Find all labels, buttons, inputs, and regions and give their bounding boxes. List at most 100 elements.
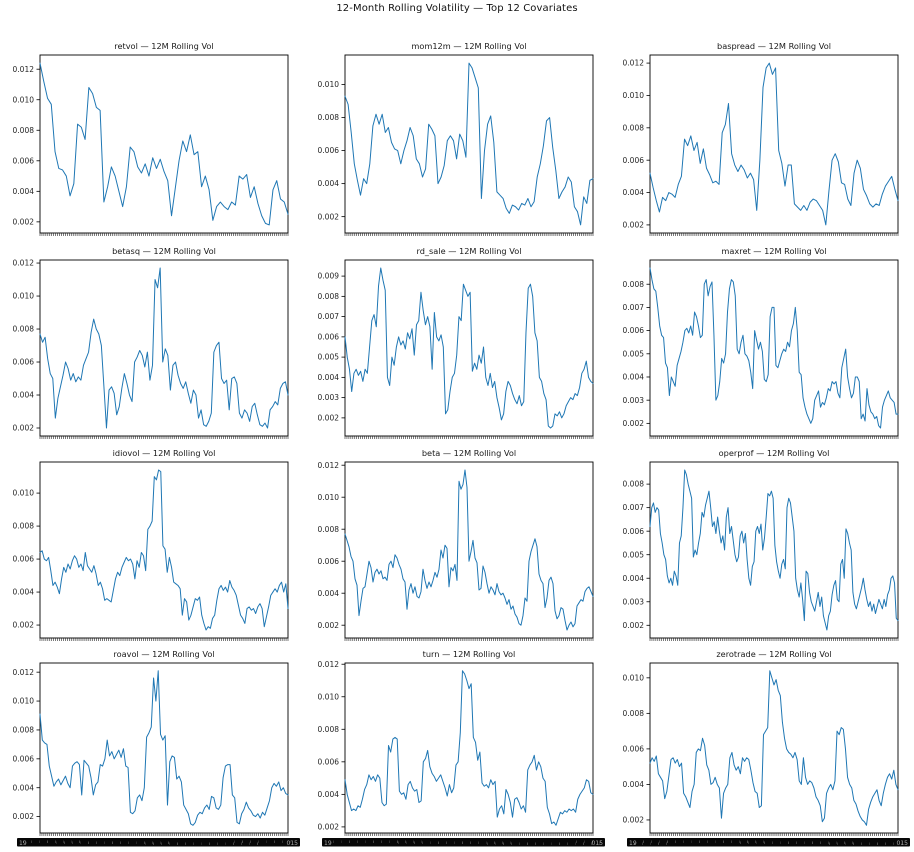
y-tick-label: 0.008 [623,480,645,489]
x-smear-start-fragment: 19 [629,840,637,847]
y-tick-label: 0.004 [13,391,35,400]
y-tick-label: 0.010 [13,489,35,498]
y-tick-label: 0.012 [623,59,645,68]
series-line-maxret [649,267,899,429]
series-line-zerotrade [649,670,899,826]
x-tick-comb [649,833,899,836]
subplot-baspread: baspread — 12M Rolling Vol 0.002 0.004 0.00… [623,41,899,236]
y-tick-label: 0.002 [318,621,340,630]
x-tick-comb [39,638,289,641]
y-tick-label: 0.012 [318,660,340,669]
y-tick-label: 0.008 [13,726,35,735]
y-tick-label: 0.002 [318,212,340,221]
y-tick-label: 0.008 [623,123,645,132]
y-tick-label: 0.008 [318,113,340,122]
y-tick-label: 0.002 [623,816,645,825]
y-tick-label: 0.005 [623,349,645,358]
subplot-retvol: retvol — 12M Rolling Vol 0.002 0.004 0.006 0… [13,41,289,236]
y-tick-label: 0.002 [13,424,35,433]
series-line-beta [344,469,594,631]
y-tick-label: 0.010 [13,95,35,104]
y-tick-label: 0.006 [623,326,645,335]
y-tick-label: 0.008 [623,709,645,718]
y-tick-label: 0.006 [318,557,340,566]
y-tick-label: 0.002 [13,621,35,630]
y-tick-label: 0.006 [623,156,645,165]
y-tick-label: 0.006 [623,744,645,753]
y-tick-label: 0.006 [623,527,645,536]
subplot-title: rd_sale — 12M Rolling Vol [417,246,522,256]
y-tick-label: 0.004 [318,179,340,188]
subplot-title: betasq — 12M Rolling Vol [112,246,216,256]
y-tick-label: 0.007 [318,312,340,321]
axes-frame [649,662,899,834]
x-tick-comb [649,233,899,236]
x-tick-comb [649,638,899,641]
series-line-roavol [39,670,289,826]
y-tick-label: 0.002 [623,621,645,630]
y-tick-label: 0.012 [13,259,35,268]
y-tick-label: 0.010 [623,673,645,682]
y-tick-label: 0.004 [623,188,645,197]
axes-frame [39,662,289,834]
axes-frame [39,461,289,639]
y-tick-label: 0.008 [318,725,340,734]
subplot-betasq: betasq — 12M Rolling Vol 0.002 0.004 0.006 0… [13,246,289,439]
subplot-title: baspread — 12M Rolling Vol [717,41,831,51]
series-line-baspread [649,62,899,226]
series-line-betasq [39,267,289,429]
y-tick-label: 0.004 [318,790,340,799]
y-tick-label: 0.012 [318,461,340,470]
y-tick-label: 0.005 [318,353,340,362]
axes-frame [344,54,594,234]
y-tick-label: 0.004 [13,588,35,597]
axes-frame [649,54,899,234]
y-tick-label: 0.008 [13,325,35,334]
subplot-mom12m: mom12m — 12M Rolling Vol 0.002 0.004 0.006 0… [318,41,594,236]
subplot-zerotrade: zerotrade — 12M Rolling Vol 0.002 0.004 0.0… [623,649,910,847]
y-tick-label: 0.004 [13,783,35,792]
y-tick-label: 0.010 [13,697,35,706]
y-tick-label: 0.010 [13,292,35,301]
axes-frame [649,259,899,437]
y-tick-label: 0.002 [13,217,35,226]
x-tick-comb [344,233,594,236]
y-tick-label: 0.002 [623,419,645,428]
y-tick-label: 0.012 [13,668,35,677]
subplot-roavol: roavol — 12M Rolling Vol 0.002 0.004 0.006 0… [13,649,300,847]
y-tick-label: 0.003 [318,393,340,402]
y-tick-label: 0.006 [318,332,340,341]
x-smear-end-fragment: 015 [287,840,299,847]
subplot-turn: turn — 12M Rolling Vol 0.002 0.004 0.006 0.0… [318,649,605,847]
x-smear-end-fragment: 015 [592,840,604,847]
y-tick-label: 0.002 [318,413,340,422]
y-tick-label: 0.008 [318,292,340,301]
y-tick-label: 0.009 [318,272,340,281]
y-tick-label: 0.010 [318,692,340,701]
x-smear-start-fragment: 19 [19,840,27,847]
x-tick-comb [344,638,594,641]
axes-frame [344,259,594,437]
y-tick-label: 0.007 [623,503,645,512]
subplot-title: roavol — 12M Rolling Vol [113,649,214,659]
x-tick-comb [39,833,289,836]
axes-frame [649,461,899,639]
y-tick-label: 0.002 [13,812,35,821]
y-tick-label: 0.012 [13,65,35,74]
y-tick-label: 0.006 [318,757,340,766]
x-label-smear: 19 015 [17,838,300,847]
y-tick-label: 0.006 [13,754,35,763]
y-tick-label: 0.008 [623,280,645,289]
y-tick-label: 0.004 [318,589,340,598]
y-tick-label: 0.006 [13,156,35,165]
y-tick-label: 0.004 [13,187,35,196]
x-tick-comb [344,436,594,439]
x-tick-comb [39,436,289,439]
y-tick-label: 0.005 [623,550,645,559]
x-label-smear: 19 015 [627,838,910,847]
x-tick-comb [649,436,899,439]
axes-frame [344,461,594,639]
y-tick-label: 0.010 [318,493,340,502]
subplot-idiovol: idiovol — 12M Rolling Vol 0.002 0.004 0.006… [13,448,289,641]
series-line-rd_sale [344,267,594,429]
